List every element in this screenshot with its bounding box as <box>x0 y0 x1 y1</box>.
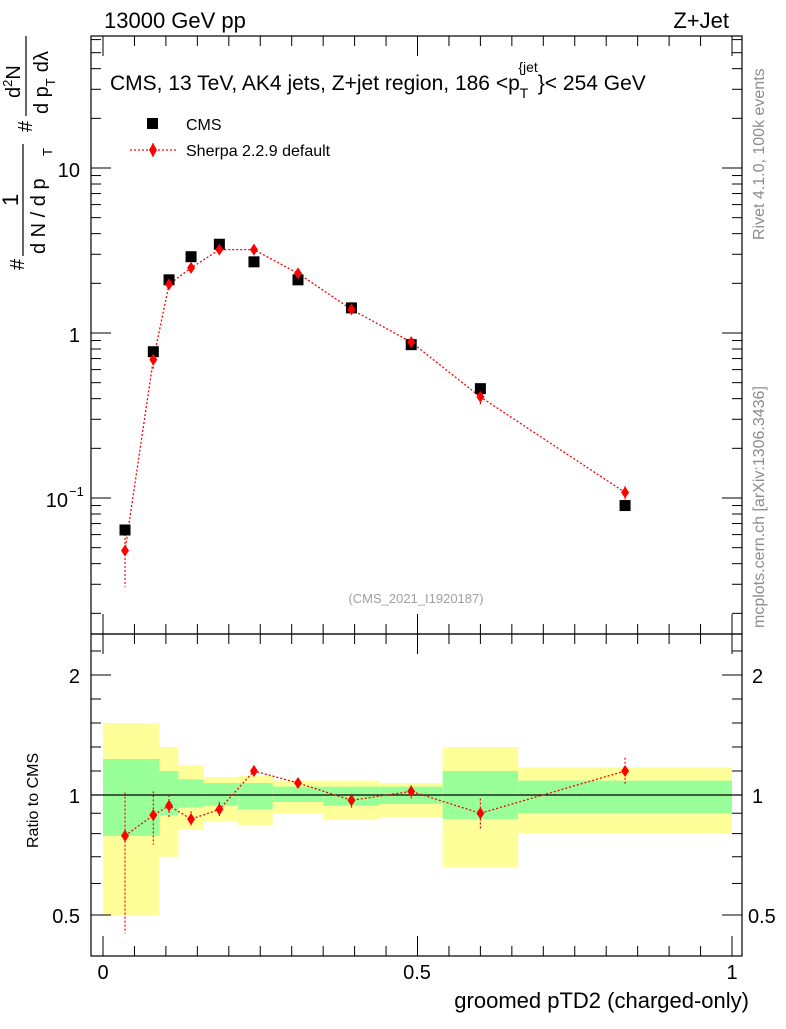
legend-cms-marker <box>147 118 158 129</box>
ylabel-one: 1 <box>0 194 23 206</box>
legend-mc-label: Sherpa 2.2.9 default <box>186 143 331 160</box>
main-title-sup: {jet <box>518 59 538 75</box>
mc-point-7 <box>347 303 356 316</box>
mc-point-1 <box>149 353 158 366</box>
ylabel-frac-hash: # <box>15 120 37 132</box>
ylabel-T2: T <box>43 78 58 86</box>
mc-point-6 <box>293 267 302 280</box>
data-point-3 <box>185 251 197 263</box>
axis-ticks <box>91 36 742 956</box>
main-y-axis-label: # 1 d N / d p T # d2N d pTdλ <box>0 36 58 270</box>
ratio-point-5 <box>249 765 258 777</box>
ratio-point-3 <box>187 813 196 826</box>
mc-point-9 <box>476 390 485 403</box>
xtick-label-1: 1 <box>726 962 737 984</box>
ratio-point-0 <box>121 829 130 842</box>
ratio-ytick-label-2-left: 2 <box>69 666 80 688</box>
ratio-point-8 <box>407 785 416 798</box>
ratio-point-10 <box>621 765 630 777</box>
ylabel-dl: dλ <box>31 51 53 72</box>
main-title-prefix: CMS, 13 TeV, AK4 jets, Z+jet region, 186… <box>110 72 520 95</box>
main-title-suffix: }< 254 GeV <box>538 72 646 95</box>
legend-mc-marker <box>149 143 157 157</box>
ratio-point-7 <box>347 794 356 807</box>
data-point-10 <box>619 500 631 512</box>
mc-curve <box>124 249 626 837</box>
ratio-point-1 <box>149 809 158 822</box>
ylabel-T: T <box>40 148 55 156</box>
ytick-label-0p1-exp: −1 <box>69 484 84 499</box>
data-point-9 <box>474 383 486 395</box>
ylabel-N: N <box>3 65 25 79</box>
ratio-ytick-label-05-left: 0.5 <box>52 906 80 928</box>
inner-band-10 <box>518 780 732 814</box>
inner-band-5 <box>238 783 273 810</box>
mc-point-8 <box>407 336 416 349</box>
ratio-ytick-label-05-right: 0.5 <box>748 906 776 928</box>
main-title-sub: T <box>520 85 529 101</box>
data-point-1 <box>147 346 159 358</box>
ylabel-d2N: d2N <box>0 65 25 98</box>
inner-band-6 <box>272 786 324 803</box>
ratio-panel-frame <box>90 633 743 957</box>
ylabel-dp-text: d p <box>31 86 53 114</box>
ylabel-d: d <box>3 87 25 98</box>
mc-markers <box>121 243 630 842</box>
data-point-5 <box>248 256 260 268</box>
mc-point-10 <box>621 486 630 499</box>
x-axis-label: groomed pTD2 (charged-only) <box>454 988 749 1013</box>
header-process: Z+Jet <box>673 8 729 33</box>
mc-point-2 <box>165 278 174 291</box>
mc-point-4 <box>215 243 224 256</box>
data-markers <box>119 238 631 536</box>
ratio-ytick-label-2-right: 2 <box>752 666 763 688</box>
inner-band-3 <box>178 779 204 808</box>
header-energy: 13000 GeV pp <box>104 8 246 33</box>
ytick-label-1: 1 <box>69 325 80 347</box>
ylabel-two: 2 <box>0 80 15 87</box>
legend-cms-label: CMS <box>186 117 222 134</box>
inner-band-1 <box>147 759 160 836</box>
inner-band-2 <box>159 771 179 816</box>
xtick-label-0: 0 <box>97 962 108 984</box>
mc-point-3 <box>187 261 196 274</box>
rivet-version-label: Rivet 4.1.0, 100k events <box>751 68 768 240</box>
data-point-6 <box>292 274 304 286</box>
ytick-label-0p1-base: 10 <box>46 490 68 512</box>
data-point-0 <box>119 524 131 536</box>
ratio-point-4 <box>215 803 224 816</box>
main-title: CMS, 13 TeV, AK4 jets, Z+jet region, 186… <box>110 59 646 101</box>
ytick-label-10: 10 <box>58 160 80 182</box>
mcplots-label: mcplots.cern.ch [arXiv:1306.3436] <box>751 386 768 628</box>
ratio-point-2 <box>165 799 174 812</box>
ylabel-hash: # <box>7 258 29 270</box>
ytick-label-0p1: 10 <box>46 490 68 512</box>
ratio-point-9 <box>476 807 485 820</box>
ylabel-dp: d pTdλ <box>31 51 58 114</box>
mc-point-0 <box>121 544 130 557</box>
ratio-point-6 <box>293 777 302 789</box>
mc-main-line <box>124 249 626 551</box>
ratio-ytick-label-1-left: 1 <box>69 786 80 808</box>
ratio-y-axis-label: Ratio to CMS <box>25 753 42 848</box>
xtick-label-05: 0.5 <box>403 962 431 984</box>
ylabel-dN: d N / d p <box>28 178 50 254</box>
mc-point-5 <box>249 243 258 256</box>
ratio-ytick-label-1-right: 1 <box>752 786 763 808</box>
analysis-watermark: (CMS_2021_I1920187) <box>348 591 483 606</box>
ratio-bands <box>103 723 732 915</box>
